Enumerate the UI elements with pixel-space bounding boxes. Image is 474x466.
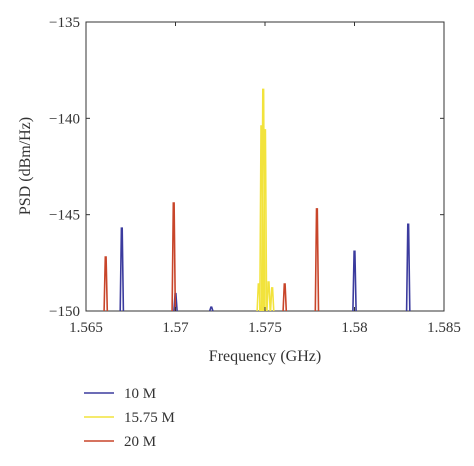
peak-mark [266, 281, 271, 312]
peak-mark [262, 129, 268, 312]
legend-label: 10 M [124, 386, 156, 402]
series-3 [103, 202, 320, 312]
x-axis-title: Frequency (GHz) [209, 348, 321, 365]
series-1 [119, 223, 411, 312]
series-layer [103, 88, 411, 312]
legend: 10 M 15.75 M 20 M [84, 386, 175, 450]
y-tick-label: −140 [49, 111, 80, 127]
x-tick-label: 1.565 [69, 320, 103, 336]
peak-mark [405, 223, 411, 312]
peak-mark [282, 283, 288, 312]
series-2 [256, 88, 275, 312]
x-tick-label: 1.58 [341, 320, 367, 336]
peak-mark [103, 256, 109, 312]
legend-label: 20 M [124, 434, 156, 450]
y-axis-title: PSD (dBm/Hz) [17, 117, 34, 215]
y-tick-label: −145 [49, 208, 80, 224]
x-tick-label: 1.575 [248, 320, 282, 336]
y-tick-label: −135 [49, 15, 80, 31]
legend-label: 15.75 M [124, 410, 175, 426]
x-axis-ticks: 1.565 1.57 1.575 1.58 1.585 [69, 22, 461, 336]
peak-mark [269, 287, 275, 312]
y-tick-label: −150 [49, 304, 80, 320]
x-tick-label: 1.585 [427, 320, 461, 336]
y-axis-ticks: −150 −145 −140 −135 [49, 15, 444, 320]
peak-mark [119, 227, 125, 312]
peak-mark [314, 208, 320, 312]
peak-mark [208, 306, 214, 312]
peak-mark [171, 202, 177, 312]
peak-mark [352, 250, 357, 312]
x-tick-label: 1.57 [162, 320, 189, 336]
